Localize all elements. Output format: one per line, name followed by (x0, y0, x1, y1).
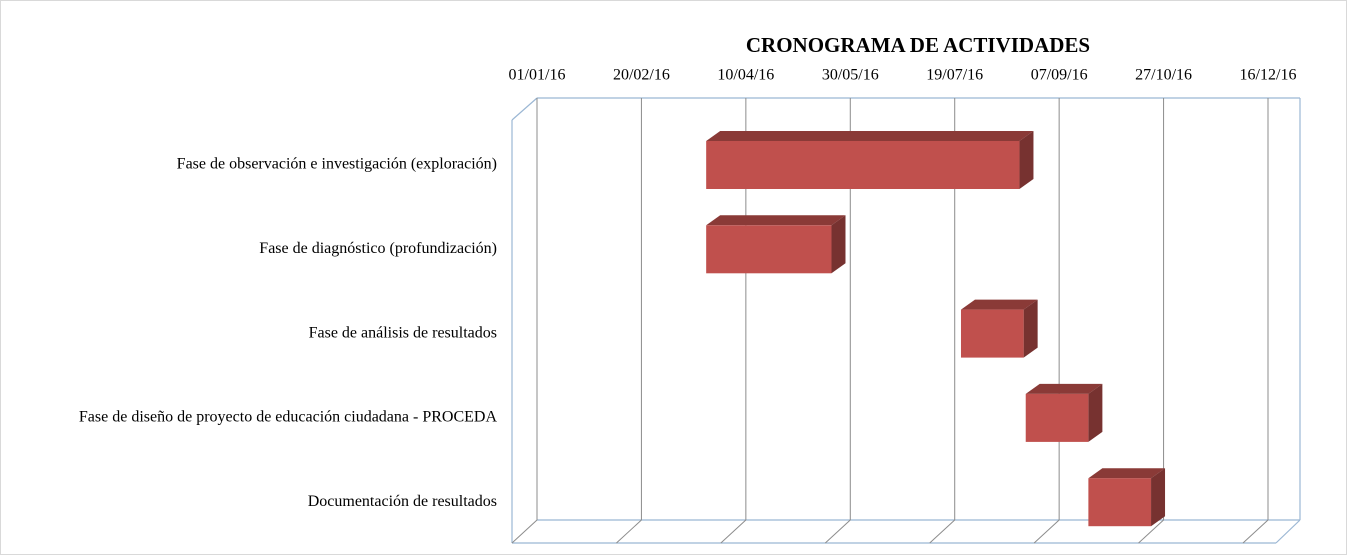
y-tick-label: Fase de diseño de proyecto de educación … (79, 409, 498, 426)
y-tick-label: Fase de observación e investigación (exp… (177, 156, 497, 173)
grid-line-floor (720, 519, 747, 544)
plot-outline (511, 97, 1301, 544)
bar-top (706, 215, 846, 226)
grid-line-floor (1138, 519, 1164, 544)
y-tick-label: Fase de análisis de resultados (309, 324, 497, 341)
bar (1025, 393, 1089, 442)
y-tick-label: Fase de diagnóstico (profundización) (259, 240, 497, 257)
bar-top (1088, 468, 1166, 479)
grid-line-floor (511, 519, 538, 544)
grid-line-floor (616, 519, 642, 544)
grid-line-floor (1242, 519, 1269, 544)
bar (706, 141, 1020, 189)
bar-side (1019, 131, 1034, 189)
bar-top (960, 299, 1038, 310)
y-tick-label: Documentación de resultados (308, 493, 497, 510)
x-tick-label: 07/09/16 (1031, 67, 1088, 84)
bar (706, 225, 832, 274)
bar (960, 309, 1024, 358)
bar-side (1023, 299, 1038, 358)
x-tick-label: 10/04/16 (717, 67, 774, 84)
bar-side (1088, 383, 1103, 442)
bar-side (831, 215, 846, 274)
grid-line-floor (824, 519, 851, 544)
grid-line-floor (929, 519, 956, 544)
x-tick-label: 19/07/16 (926, 67, 983, 84)
chart-title: CRONOGRAMA DE ACTIVIDADES (746, 33, 1090, 57)
x-tick-label: 01/01/16 (509, 67, 566, 84)
bar-top (1025, 383, 1103, 394)
bar (1088, 478, 1152, 527)
bar-side (1151, 468, 1166, 527)
x-tick-label: 27/10/16 (1135, 67, 1192, 84)
bar-top (706, 131, 1034, 141)
grid-line-floor (1033, 519, 1060, 544)
x-tick-label: 30/05/16 (822, 67, 879, 84)
x-tick-label: 16/12/16 (1240, 67, 1297, 84)
x-tick-label: 20/02/16 (613, 67, 670, 84)
